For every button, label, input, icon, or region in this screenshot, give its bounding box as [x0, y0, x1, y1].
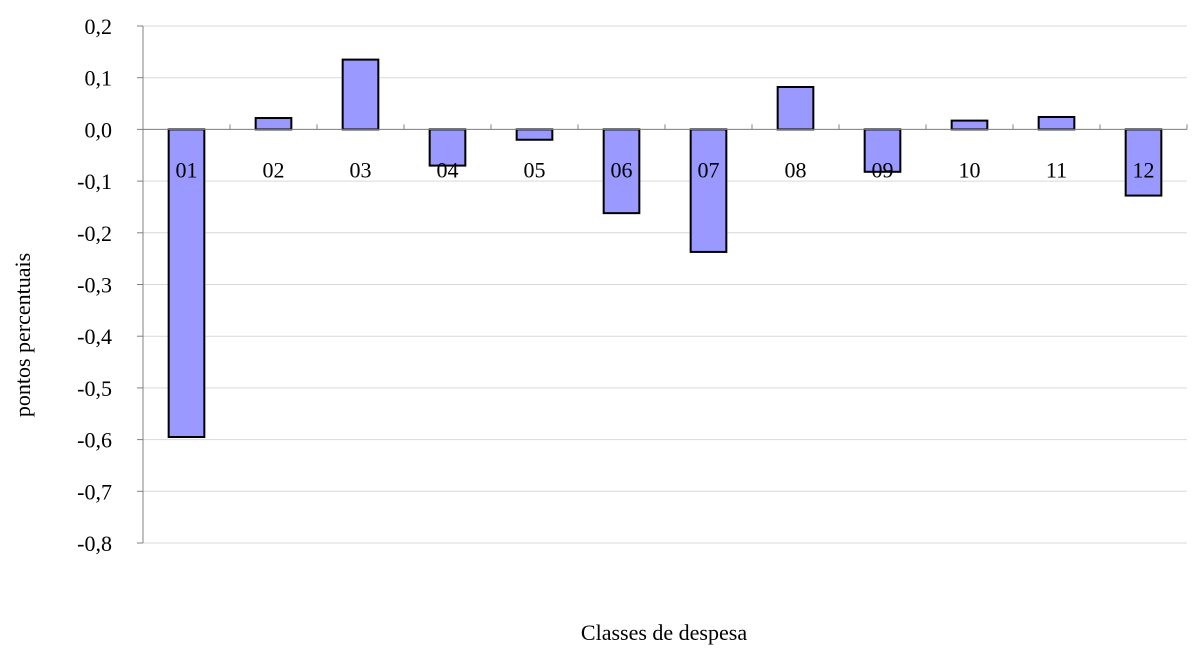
- x-tick-label: 02: [263, 157, 285, 182]
- y-tick-label: 0,2: [85, 14, 113, 39]
- x-tick-label: 10: [959, 157, 981, 182]
- x-tick-label: 06: [611, 157, 633, 182]
- x-axis-title: Classes de despesa: [581, 620, 747, 645]
- bar-06: [602, 128, 641, 215]
- y-tick-label: -0,1: [77, 169, 112, 194]
- gridlines: [143, 25, 1187, 544]
- y-tick-label: -0,7: [77, 479, 112, 504]
- x-tick-label: 01: [176, 157, 198, 182]
- x-tick-label: 09: [872, 157, 894, 182]
- x-tick-label: 11: [1046, 157, 1067, 182]
- bar-02: [254, 117, 293, 131]
- y-tick-label: -0,8: [77, 531, 112, 556]
- y-axis-title: pontos percentuais: [10, 253, 35, 417]
- y-tick-label: 0,1: [85, 66, 113, 91]
- x-tick-labels: 01 02 03 04 05 06 07 08 09 10 11 12: [176, 157, 1155, 182]
- y-tick-label: -0,4: [77, 324, 112, 349]
- bar-05: [515, 128, 554, 141]
- x-tick-label: 05: [524, 157, 546, 182]
- y-tick-label: 0,0: [85, 117, 113, 142]
- y-tick-label: -0,6: [77, 428, 112, 453]
- x-tick-label: 07: [698, 157, 720, 182]
- bar-04: [428, 128, 467, 167]
- bar-10: [950, 119, 989, 131]
- axes: [137, 25, 1188, 544]
- y-tick-label: -0,3: [77, 273, 112, 298]
- x-tick-label: 03: [350, 157, 372, 182]
- bar-12: [1124, 128, 1163, 197]
- bar-01: [167, 128, 206, 439]
- x-tick-label: 04: [437, 157, 459, 182]
- bar-08: [776, 86, 815, 131]
- y-tick-label: -0,5: [77, 376, 112, 401]
- y-tick-label: -0,2: [77, 221, 112, 246]
- bar-11: [1037, 115, 1076, 131]
- x-tick-label: 08: [785, 157, 807, 182]
- x-tick-label: 12: [1133, 157, 1155, 182]
- y-tick-labels: 0,2 0,1 0,0 -0,1 -0,2 -0,3 -0,4 -0,5 -0,6 -0,7 -0,…: [77, 14, 112, 556]
- bar-09: [863, 128, 902, 173]
- bar-07: [689, 128, 728, 253]
- bars: [167, 58, 1163, 439]
- bar-03: [341, 58, 380, 131]
